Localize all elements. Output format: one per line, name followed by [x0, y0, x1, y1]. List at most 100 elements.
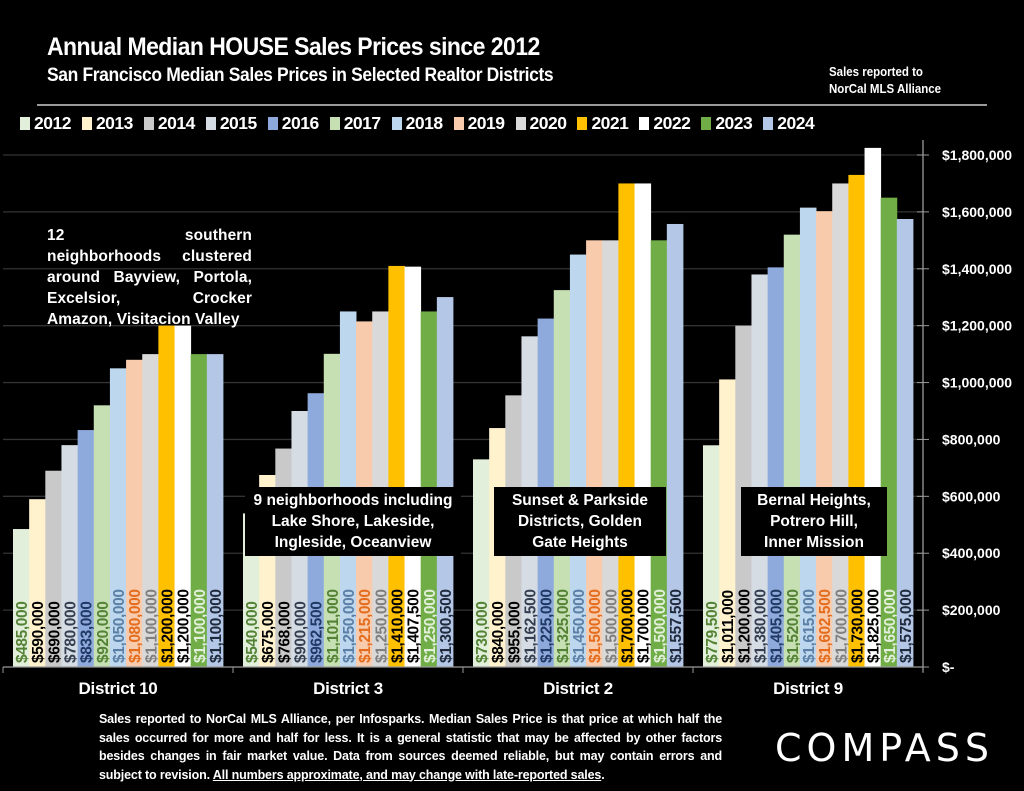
data-label: $1,700,000 [636, 589, 653, 663]
compass-logo: COMPASS [775, 726, 994, 770]
chart-subtitle: San Francisco Median Sales Prices in Sel… [47, 65, 554, 86]
header-divider [37, 104, 987, 106]
legend-label: 2023 [715, 112, 753, 133]
data-label: $1,100,000 [192, 589, 209, 663]
legend-label: 2021 [591, 112, 629, 133]
bar-2021-district-10 [158, 325, 175, 667]
y-tick-label: $1,600,000 [942, 204, 1012, 220]
data-label: $485,000 [14, 602, 31, 663]
annotation-line: Ingleside, Oceanview [274, 534, 432, 551]
legend-item-2014: 2014 [143, 113, 195, 134]
data-label: $730,000 [474, 602, 491, 663]
annotation-district-10: 12 southern neighborhoods clustered arou… [47, 227, 252, 328]
bar-2015-district-9 [751, 274, 769, 667]
y-tick-label: $1,000,000 [942, 375, 1012, 391]
legend-swatch [205, 116, 216, 130]
source-note-line: NorCal MLS Alliance [829, 82, 942, 96]
bar-2022-district-3 [404, 266, 422, 667]
y-tick-label: $1,800,000 [942, 147, 1012, 163]
category-label-district-3: District 3 [313, 679, 383, 698]
legend: 2012 2013 2014 2015 2016 2017 2018 2019 2020 2021… [20, 112, 825, 134]
bar-2015-district-10 [61, 445, 79, 667]
legend-swatch [81, 116, 92, 130]
legend-label: 2013 [95, 112, 133, 133]
data-label: $1,011,000 [720, 590, 737, 663]
legend-label: 2015 [219, 112, 257, 133]
bar-2012-district-9 [703, 445, 720, 667]
annotation-line: Districts, Golden [517, 513, 643, 530]
bar-2018-district-2 [569, 254, 587, 668]
bar-2017-district-2 [553, 290, 571, 667]
disclaimer-end: . [601, 767, 605, 782]
legend-item-2019: 2019 [453, 112, 505, 134]
bar-2024-district-3 [436, 297, 454, 667]
data-label: $1,162,500 [523, 589, 540, 663]
data-label: $1,700,000 [833, 589, 850, 663]
category-label-district-10: District 10 [78, 679, 158, 698]
data-label: $1,730,000 [849, 589, 866, 663]
legend-label: 2024 [777, 112, 815, 133]
legend-item-2024: 2024 [763, 112, 815, 134]
bar-2023-district-10 [190, 354, 208, 667]
disclaimer: Sales reported to NorCal MLS Alliance, p… [99, 710, 722, 784]
data-label: $590,000 [30, 602, 47, 663]
bar-2013-district-9 [719, 379, 736, 667]
bar-2023-district-2 [650, 240, 668, 668]
data-label: $1,700,000 [619, 589, 636, 663]
data-label: $1,215,000 [357, 589, 374, 663]
bar-2019-district-2 [586, 240, 603, 668]
disclaimer-text: Sales reported to NorCal MLS Alliance, p… [99, 712, 722, 782]
disclaimer-underlined-text: All numbers approximate, and may change … [212, 767, 602, 782]
data-label: $540,000 [244, 602, 261, 663]
data-label: $1,500,000 [652, 589, 669, 663]
legend-swatch [143, 116, 154, 130]
data-label: $1,825,000 [866, 589, 883, 663]
legend-swatch [701, 116, 712, 130]
data-label: $955,000 [506, 602, 523, 663]
data-label: $1,250,000 [373, 589, 390, 663]
legend-label: 2018 [405, 112, 443, 133]
legend-item-2018: 2018 [391, 112, 443, 134]
bar-2017-district-10 [93, 405, 111, 667]
bar-2016-district-9 [767, 267, 785, 667]
y-tick-label: $200,000 [942, 602, 1001, 618]
data-label: $1,410,000 [389, 589, 406, 663]
legend-label: 2017 [343, 112, 381, 133]
data-label: $1,615,000 [801, 589, 818, 663]
legend-item-2020: 2020 [515, 112, 567, 134]
bar-2016-district-10 [77, 430, 95, 667]
bar-2024-district-2 [666, 223, 684, 667]
data-label: $1,325,000 [555, 589, 572, 663]
data-label: $1,250,000 [422, 589, 439, 663]
y-tick-label: $1,200,000 [942, 318, 1012, 334]
legend-item-2017: 2017 [329, 112, 381, 134]
legend-item-2022: 2022 [639, 113, 691, 134]
legend-label: 2020 [529, 112, 567, 133]
annotation-line: Bernal Heights, [757, 492, 871, 509]
bar-2012-district-2 [473, 459, 490, 667]
bar-2018-district-10 [109, 368, 127, 667]
bar-2021-district-3 [388, 265, 405, 667]
data-label: $1,602,500 [817, 589, 834, 663]
legend-label: 2019 [467, 112, 505, 133]
bar-2020-district-2 [602, 240, 619, 668]
annotation-district-3: 9 neighborhoods including Lake Shore, La… [245, 487, 461, 556]
bar-2019-district-10 [126, 359, 143, 667]
data-label: $1,380,000 [753, 589, 770, 663]
data-label: $1,575,000 [898, 589, 915, 663]
annotation-line: Gate Heights [532, 534, 628, 551]
legend-swatch [20, 116, 30, 130]
bar-2024-district-10 [206, 354, 224, 667]
data-label: $1,080,000 [127, 589, 144, 663]
data-label: $1,100,000 [208, 589, 225, 663]
annotation-line: Lake Shore, Lakeside, [271, 513, 435, 530]
bar-2020-district-10 [142, 354, 159, 667]
data-label: $1,300,500 [438, 589, 455, 663]
legend-item-2021: 2021 [577, 112, 629, 134]
legend-item-2015: 2015 [205, 112, 257, 134]
annotation-line: 9 neighborhoods including [253, 492, 453, 509]
bar-2012-district-10 [13, 529, 30, 667]
data-label: $962,500 [309, 602, 326, 663]
annotation-line: Potrero Hill, [770, 513, 858, 530]
legend-item-2012: 2012 [20, 113, 71, 134]
